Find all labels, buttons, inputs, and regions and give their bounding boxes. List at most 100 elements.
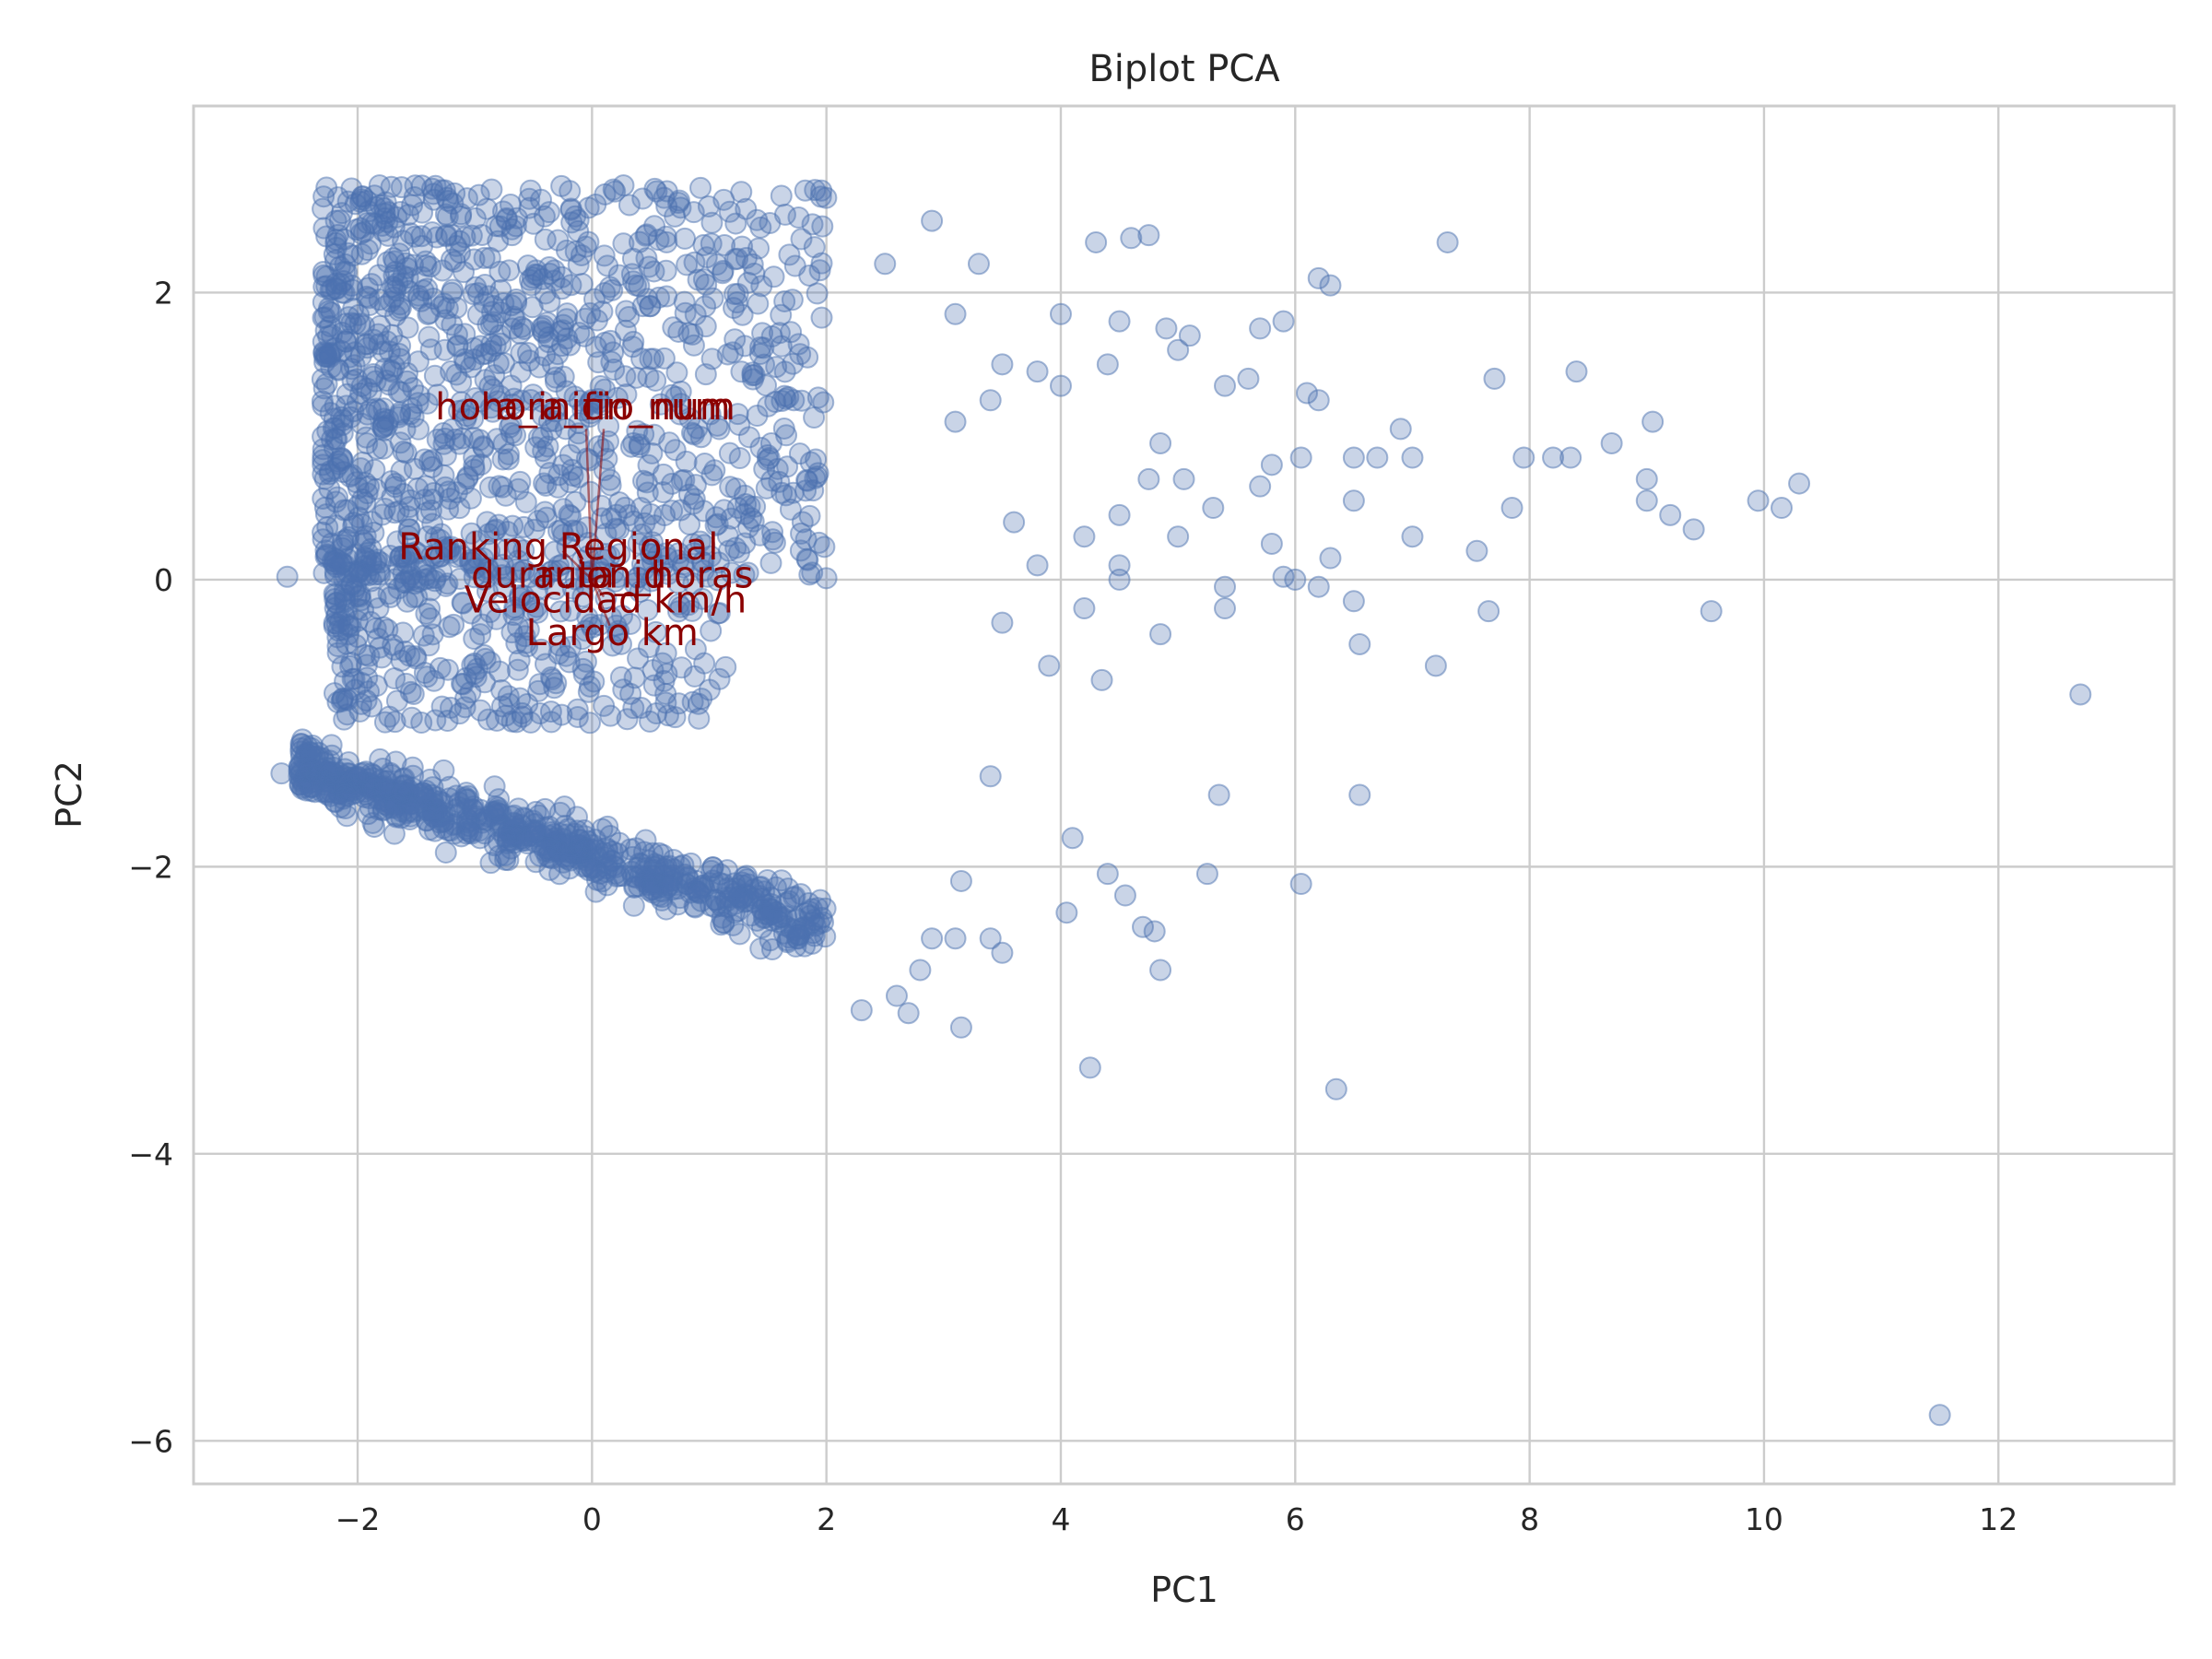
data-point bbox=[571, 273, 594, 296]
data-point bbox=[497, 826, 520, 849]
data-point bbox=[460, 822, 483, 845]
data-point bbox=[710, 913, 733, 936]
data-point bbox=[1272, 310, 1295, 333]
data-point bbox=[345, 633, 368, 656]
data-point bbox=[412, 279, 435, 302]
data-point bbox=[1049, 302, 1072, 325]
data-point bbox=[658, 431, 681, 454]
data-point bbox=[407, 418, 430, 441]
data-point bbox=[804, 466, 827, 489]
data-point bbox=[788, 442, 811, 465]
data-point bbox=[2069, 683, 2092, 706]
data-point bbox=[498, 259, 521, 282]
data-point bbox=[815, 567, 838, 590]
data-point bbox=[315, 265, 338, 288]
data-point bbox=[455, 798, 478, 821]
data-point bbox=[636, 481, 659, 504]
data-point bbox=[753, 880, 776, 903]
data-point bbox=[491, 448, 514, 471]
data-point bbox=[783, 254, 806, 277]
data-point bbox=[543, 677, 566, 700]
data-point bbox=[967, 253, 990, 276]
data-point bbox=[394, 640, 417, 663]
data-point bbox=[634, 224, 657, 247]
data-point bbox=[615, 382, 638, 406]
data-point bbox=[1055, 901, 1078, 924]
data-point bbox=[406, 477, 429, 500]
chart-title: Biplot PCA bbox=[1088, 48, 1280, 90]
data-point bbox=[759, 211, 782, 234]
data-point bbox=[328, 761, 351, 784]
data-point bbox=[1319, 547, 1342, 570]
data-point bbox=[451, 427, 474, 450]
x-tick-label: 0 bbox=[582, 1501, 602, 1537]
data-point bbox=[377, 408, 400, 431]
data-point bbox=[418, 325, 441, 348]
data-point bbox=[312, 521, 335, 544]
data-point bbox=[1195, 863, 1218, 886]
data-point bbox=[692, 233, 715, 256]
data-point bbox=[579, 480, 602, 503]
data-point bbox=[420, 449, 443, 472]
data-point bbox=[443, 250, 466, 273]
data-point bbox=[599, 329, 622, 352]
data-point bbox=[420, 455, 443, 478]
data-point bbox=[798, 563, 821, 586]
data-point bbox=[327, 619, 350, 642]
data-point bbox=[1700, 600, 1723, 623]
grid-layer bbox=[194, 106, 2174, 1484]
data-point bbox=[559, 180, 582, 203]
data-point bbox=[787, 206, 810, 229]
data-point bbox=[488, 324, 512, 347]
plot-frame bbox=[192, 104, 2176, 1486]
loading-label: ruta_id bbox=[539, 555, 667, 597]
data-point bbox=[701, 856, 724, 879]
data-point bbox=[326, 641, 349, 665]
data-point bbox=[773, 360, 796, 383]
data-point bbox=[1149, 959, 1172, 982]
data-point bbox=[714, 655, 737, 678]
data-point bbox=[1214, 374, 1237, 397]
data-point bbox=[1319, 274, 1342, 297]
data-point bbox=[790, 228, 813, 251]
data-point bbox=[949, 1016, 972, 1039]
data-point bbox=[1108, 568, 1131, 591]
data-point bbox=[670, 656, 693, 679]
data-point bbox=[571, 399, 594, 422]
data-point bbox=[352, 220, 375, 243]
data-point bbox=[534, 344, 557, 367]
data-point bbox=[637, 453, 660, 477]
data-point bbox=[643, 872, 666, 895]
data-point bbox=[596, 254, 619, 277]
data-point bbox=[528, 702, 551, 725]
data-point bbox=[810, 306, 833, 329]
data-point bbox=[768, 470, 791, 493]
data-point bbox=[808, 888, 831, 912]
data-point bbox=[652, 481, 675, 504]
data-point bbox=[437, 819, 460, 842]
data-point bbox=[730, 360, 753, 383]
data-point bbox=[949, 869, 972, 892]
data-point bbox=[730, 181, 753, 204]
data-point bbox=[1061, 827, 1084, 850]
data-point bbox=[537, 201, 560, 224]
loading-label: Largo km bbox=[526, 612, 699, 654]
data-point bbox=[787, 333, 810, 356]
data-point bbox=[1137, 224, 1160, 247]
data-point bbox=[506, 658, 529, 681]
data-point bbox=[1747, 489, 1770, 512]
data-point bbox=[1167, 525, 1190, 548]
data-point bbox=[771, 390, 794, 413]
data-point bbox=[499, 193, 522, 216]
data-point bbox=[514, 490, 537, 513]
data-point bbox=[625, 366, 648, 389]
data-point bbox=[320, 301, 343, 324]
data-point bbox=[794, 528, 818, 551]
data-point bbox=[471, 343, 494, 366]
data-point bbox=[1401, 446, 1424, 469]
data-point bbox=[1289, 446, 1312, 469]
data-point bbox=[473, 246, 496, 269]
data-point bbox=[618, 194, 641, 217]
data-point bbox=[656, 704, 679, 727]
data-point bbox=[432, 464, 455, 487]
